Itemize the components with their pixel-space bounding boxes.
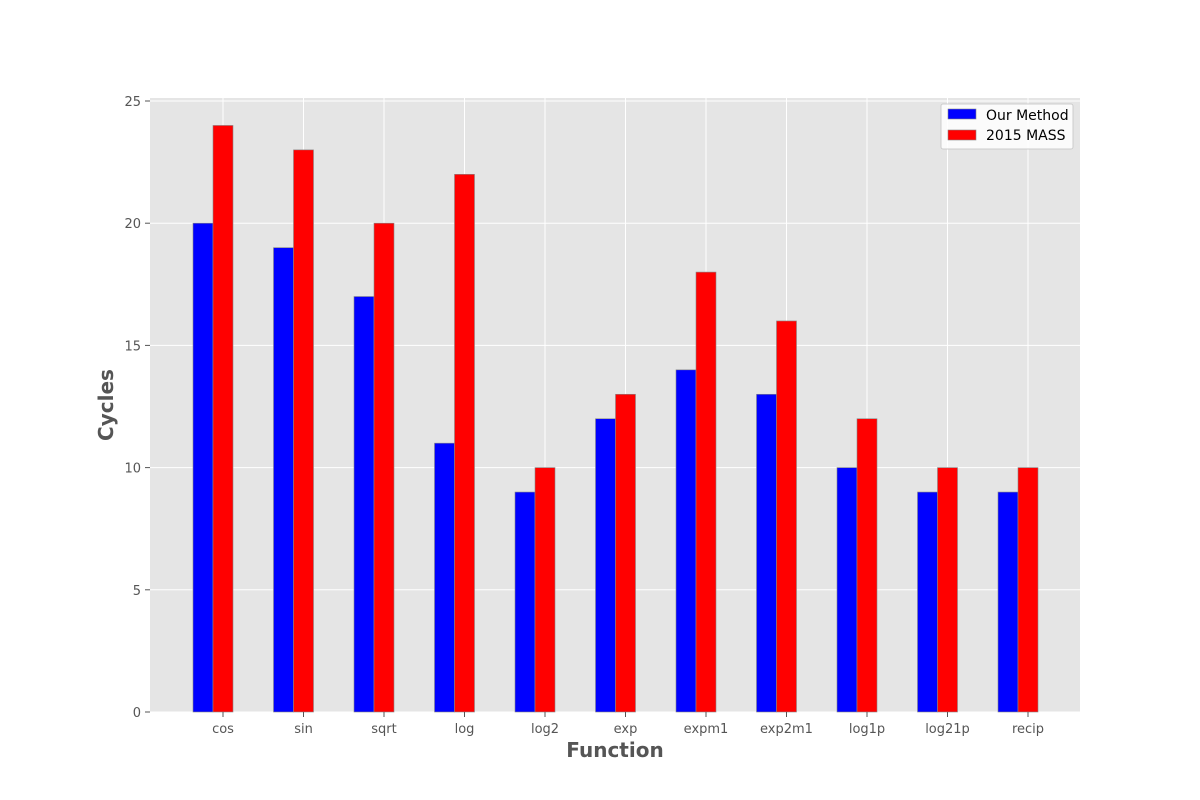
bar-2015-mass-log2	[534, 467, 556, 713]
y-axis-label: Cycles	[94, 369, 118, 441]
bar-2015-mass-sqrt	[373, 222, 395, 713]
x-axis-label: Function	[566, 738, 663, 762]
y-tick-label: 20	[124, 217, 141, 232]
y-tick-label: 25	[124, 95, 141, 110]
bar-our-method-recip	[997, 491, 1019, 713]
bar-our-method-expm1	[675, 369, 697, 713]
bar-our-method-exp2m1	[756, 393, 777, 713]
x-tick-label: exp2m1	[760, 722, 813, 737]
x-tick-label: recip	[1012, 722, 1044, 737]
legend-swatch-our-method	[947, 108, 977, 120]
x-tick-label: exp	[614, 722, 638, 737]
bars	[192, 125, 1039, 713]
x-axis-ticks: cos sin sqrt log log2 exp expm1 exp2m1 log1p log2…	[212, 712, 1044, 737]
bar-our-method-sqrt	[353, 296, 375, 713]
bar-our-method-cos	[192, 222, 214, 713]
bar-our-method-log2	[514, 491, 536, 713]
x-tick-label: sin	[294, 722, 313, 737]
bar-our-method-log21p	[917, 491, 938, 713]
x-tick-label: sqrt	[371, 722, 396, 737]
legend-swatch-2015-mass	[947, 129, 977, 141]
x-tick-label: cos	[212, 722, 234, 737]
y-tick-label: 5	[133, 584, 141, 599]
bar-2015-mass-log21p	[937, 467, 958, 713]
x-tick-label: log1p	[849, 722, 885, 737]
bar-2015-mass-log1p	[856, 418, 878, 713]
legend-label-our-method: Our Method	[986, 108, 1069, 124]
x-tick-label: log	[455, 722, 475, 737]
bar-our-method-log	[434, 442, 455, 713]
bar-2015-mass-expm1	[695, 271, 717, 713]
bar-our-method-exp	[595, 418, 616, 713]
bar-2015-mass-exp2m1	[776, 320, 797, 713]
y-tick-label: 10	[124, 462, 141, 477]
y-axis-ticks: 0 5 10 15 20 25	[124, 95, 150, 721]
bar-2015-mass-sin	[293, 149, 314, 713]
y-tick-label: 0	[133, 706, 141, 721]
bar-2015-mass-recip	[1017, 467, 1039, 713]
legend-label-2015-mass: 2015 MASS	[986, 128, 1066, 144]
y-tick-label: 15	[124, 339, 141, 354]
bar-our-method-sin	[273, 247, 294, 713]
bar-our-method-log1p	[836, 467, 858, 713]
x-tick-label: log21p	[925, 722, 970, 737]
bar-2015-mass-exp	[615, 393, 636, 713]
bar-2015-mass-cos	[212, 125, 234, 713]
bar-2015-mass-log	[454, 174, 475, 713]
x-tick-label: log2	[531, 722, 559, 737]
legend: Our Method 2015 MASS	[940, 103, 1074, 150]
x-tick-label: expm1	[684, 722, 729, 737]
